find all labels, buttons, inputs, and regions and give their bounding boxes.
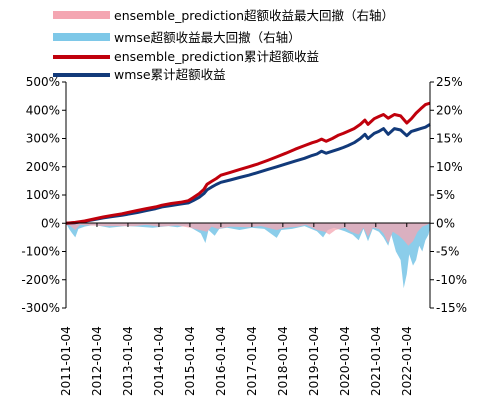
wmse-drawdown-area: [66, 223, 430, 289]
legend-label-wmse-cumulative: wmse累计超额收益: [114, 67, 226, 82]
wmse-cumulative-line: [65, 123, 431, 225]
ensemble-cumulative-line: [65, 101, 431, 225]
x-ticks: 2011-01-04 2012-01-04 2013-01-04 2014-01-04…: [59, 223, 414, 396]
right-tick-label: -10%: [436, 273, 467, 287]
right-tick-label: 15%: [436, 132, 463, 146]
drawdown-areas: [66, 223, 430, 289]
right-y-ticks: 25% 20% 15% 10% 5% 0% -5% -10% -15%: [430, 75, 467, 315]
axes: [65, 82, 431, 308]
legend-swatch-wmse-drawdown: [53, 33, 110, 41]
left-tick-label: 100%: [26, 188, 60, 202]
right-tick-label: 25%: [436, 75, 463, 89]
right-tick-label: 10%: [436, 160, 463, 174]
left-tick-label: 500%: [26, 75, 60, 89]
legend-label-wmse-drawdown: wmse超额收益最大回撤（右轴）: [114, 30, 301, 45]
x-tick-label: 2014-01-04: [152, 326, 166, 396]
left-tick-label: -300%: [21, 301, 60, 315]
x-tick-label: 2019-01-04: [307, 326, 321, 396]
x-tick-label: 2020-01-04: [338, 326, 352, 396]
x-tick-label: 2021-01-04: [369, 326, 383, 396]
legend-label-ensemble-drawdown: ensemble_prediction超额收益最大回撤（右轴）: [114, 8, 394, 23]
legend-label-ensemble-cumulative: ensemble_prediction累计超额收益: [114, 49, 319, 64]
legend-item-ensemble-drawdown: ensemble_prediction超额收益最大回撤（右轴）: [53, 8, 394, 23]
left-tick-label: 400%: [26, 103, 60, 117]
x-tick-label: 2018-01-04: [276, 326, 290, 396]
legend-swatch-ensemble-drawdown: [53, 11, 110, 19]
left-y-ticks: 500% 400% 300% 200% 100% 0% -100% -200% -300%: [21, 75, 66, 315]
ensemble-drawdown-area: [66, 223, 430, 246]
x-tick-label: 2016-01-04: [214, 326, 228, 396]
left-tick-label: 200%: [26, 160, 60, 174]
legend-item-wmse-drawdown: wmse超额收益最大回撤（右轴）: [53, 30, 301, 45]
right-tick-label: 20%: [436, 103, 463, 117]
left-tick-label: -100%: [21, 245, 60, 259]
x-tick-label: 2011-01-04: [59, 326, 73, 396]
left-tick-label: 0%: [41, 216, 60, 230]
x-tick-label: 2017-01-04: [245, 326, 259, 396]
right-tick-label: 0%: [436, 216, 455, 230]
x-tick-label: 2013-01-04: [121, 326, 135, 396]
right-tick-label: -15%: [436, 301, 467, 315]
left-tick-label: 300%: [26, 132, 60, 146]
left-tick-label: -200%: [21, 273, 60, 287]
legend: ensemble_prediction超额收益最大回撤（右轴） wmse超额收益…: [53, 8, 394, 82]
legend-item-wmse-cumulative: wmse累计超额收益: [53, 67, 226, 82]
x-tick-label: 2015-01-04: [183, 326, 197, 396]
cumulative-lines: [65, 101, 431, 225]
right-tick-label: -5%: [436, 245, 459, 259]
legend-item-ensemble-cumulative: ensemble_prediction累计超额收益: [53, 49, 319, 64]
x-tick-label: 2022-01-04: [400, 326, 414, 396]
right-tick-label: 5%: [436, 188, 455, 202]
x-tick-label: 2012-01-04: [90, 326, 104, 396]
